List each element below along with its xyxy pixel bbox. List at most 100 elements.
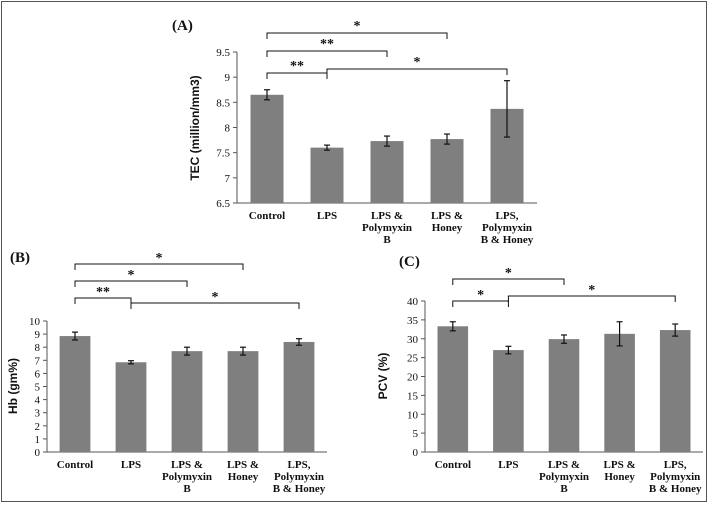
significance-label: * [128,268,135,283]
significance-label: * [477,288,484,303]
chart-c: (C) 0 5 10 15 20 25 30 35 40 PCV (%) Control LPS LPS … [376,254,703,495]
significance-bracket [74,263,244,270]
significance-bracket [74,280,188,287]
bar [171,351,203,452]
bar [250,94,284,203]
y-tick-label: 25 [407,353,419,365]
significance-label: * [414,55,421,70]
y-tick-label: 7.5 [216,148,230,160]
y-tick-label: 15 [407,390,419,402]
bar [437,326,469,452]
significance-bracket [266,32,448,39]
category-label: LPS & [604,459,636,471]
bar [115,362,147,452]
significance-bracket [266,72,328,79]
bar [227,351,259,452]
y-tick-label: 6 [35,368,41,380]
category-label: LPS & [548,459,580,471]
bar [604,333,635,452]
y-tick-label: 7 [35,355,41,367]
y-tick-label: 10 [407,409,419,421]
y-tick-label: 8 [225,123,231,135]
y-tick-label: 7 [225,173,231,185]
y-tick-label: 9 [225,72,231,84]
category-label: B & Honey [481,234,534,246]
bar [59,336,91,452]
category-label: LPS & [171,459,203,471]
category-label: Polymyxin [650,471,700,483]
category-label: B [383,234,391,246]
y-tick-label: 8.5 [216,97,230,109]
significance-bracket [266,50,388,57]
y-tick-label: 9.5 [216,47,230,59]
bar [283,341,315,452]
panel-label: (B) [10,250,30,266]
significance-bracket [452,300,509,307]
category-label: Polymyxin [162,471,212,483]
significance-bracket [130,302,300,309]
chart-a: (A) 6.5 7 7.5 8 8.5 9 9.5 TEC (million/mm3) Contr… [172,18,537,246]
category-label: Polymyxin [362,222,412,234]
y-tick-label: 0 [35,447,41,459]
category-label: Honey [432,222,463,234]
y-tick-label: 3 [35,408,41,420]
category-label: LPS, [288,459,311,471]
category-label: Control [249,210,285,222]
y-tick-label: 1 [35,434,41,446]
y-axis-label: TEC (million/mm3) [188,75,202,180]
significance-label: ** [96,285,110,300]
category-label: Polymyxin [539,471,589,483]
category-label: LPS & [371,210,403,222]
category-label: B [560,483,568,495]
significance-bracket [74,297,132,304]
category-label: B & Honey [649,483,702,495]
category-label: Polymyxin [482,222,532,234]
y-tick-label: 6.5 [216,198,230,210]
bar [430,139,464,203]
category-label: LPS & [227,459,259,471]
y-tick-label: 5 [413,428,419,440]
significance-label: * [354,19,361,34]
category-label: LPS & [431,210,463,222]
significance-bracket [507,295,676,302]
category-label: Control [435,459,471,471]
y-tick-label: 40 [407,296,419,308]
y-tick-label: 2 [35,421,41,433]
panel-label: (C) [399,254,420,270]
y-tick-label: 0 [413,447,419,459]
significance-label: * [212,290,219,305]
category-label: B [183,483,191,495]
bar [548,339,580,452]
y-axis-label: PCV (%) [376,353,390,400]
bar [310,147,344,203]
significance-label: * [505,266,512,281]
category-label: LPS [317,210,337,222]
y-tick-label: 8 [35,342,41,354]
category-label: LPS [121,459,141,471]
y-tick-label: 35 [407,315,419,327]
significance-label: ** [290,59,304,74]
significance-label: * [156,251,163,266]
y-tick-label: 9 [35,329,41,341]
category-label: LPS [498,459,518,471]
category-label: Honey [228,471,259,483]
bar [370,141,404,203]
bar [493,350,524,452]
y-tick-label: 4 [35,395,41,407]
y-tick-label: 30 [407,334,419,346]
category-label: Control [57,459,93,471]
significance-bracket [452,278,565,285]
category-label: Honey [604,471,635,483]
category-label: Polymyxin [274,471,324,483]
significance-label: * [588,283,595,298]
y-tick-label: 5 [35,382,41,394]
y-tick-label: 20 [407,372,419,384]
y-tick-label: 10 [29,316,41,328]
significance-bracket [326,68,508,75]
panel-label: (A) [172,18,193,34]
significance-label: ** [320,37,334,52]
category-label: LPS, [664,459,687,471]
